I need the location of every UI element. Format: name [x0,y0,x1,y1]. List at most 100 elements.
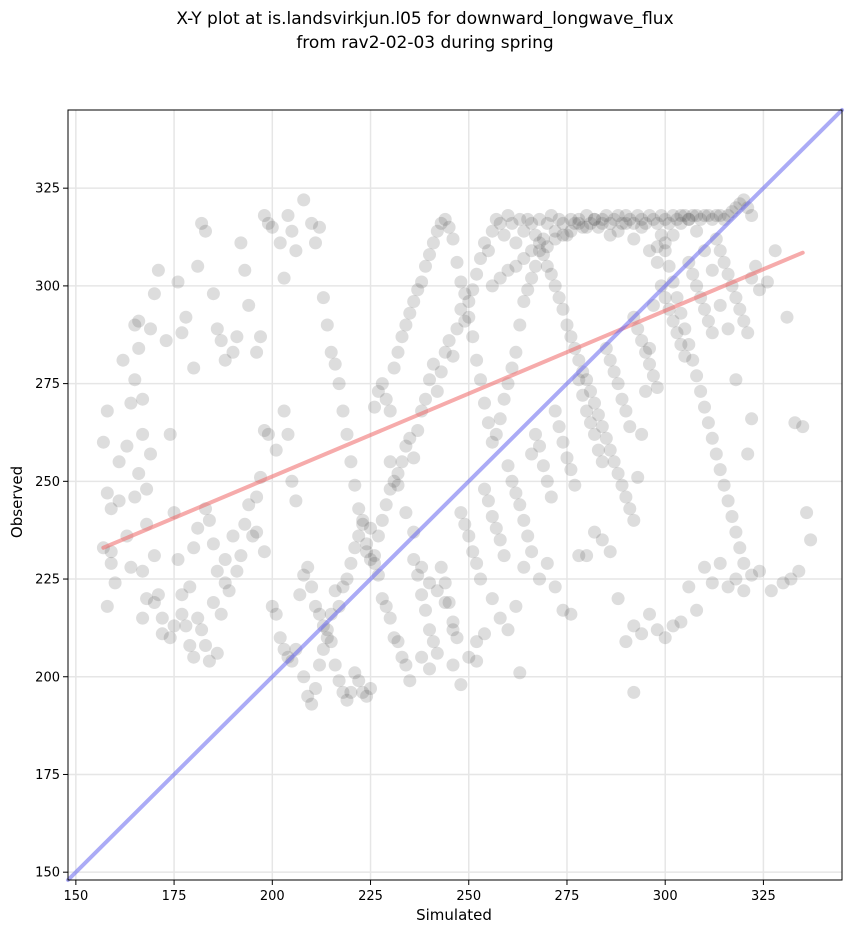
scatter-point [446,615,460,629]
scatter-point [713,298,727,312]
scatter-point [242,298,256,312]
scatter-point [635,427,649,441]
scatter-point [206,596,220,609]
scatter-point [497,392,511,406]
scatter-point [509,259,523,273]
scatter-point [360,689,374,703]
scatter-point [670,326,684,340]
scatter-point [124,560,138,574]
scatter-point [481,494,495,508]
scatter-point [485,510,499,523]
scatter-point [497,549,511,563]
scatter-point [470,267,484,281]
scatter-point [690,369,704,383]
scatter-point [599,431,613,445]
scatter-point [222,584,236,598]
scatter-point [399,439,413,453]
chart-title-line-1: X-Y plot at is.landsvirkjun.l05 for down… [176,9,673,29]
scatter-point [289,494,303,508]
scatter-point [348,541,362,555]
scatter-point [631,470,645,484]
scatter-point [690,603,704,617]
scatter-point [434,560,448,574]
scatter-point [419,392,432,406]
scatter-point [705,326,719,340]
scatter-point [485,435,499,449]
scatter-point [395,455,409,469]
scatter-point [804,533,818,547]
scatter-point [265,220,279,234]
scatter-point [328,658,342,672]
scatter-point [273,236,287,250]
scatter-point [556,302,570,316]
scatter-point [336,685,350,699]
scatter-point [387,361,401,375]
scatter-point [454,302,468,316]
scatter-point [556,603,570,617]
scatter-point [544,490,558,504]
scatter-point [698,400,711,414]
scatter-point [489,521,503,535]
scatter-point [297,193,311,207]
scatter-point [415,275,429,289]
scatter-point [214,334,228,348]
scatter-point [643,607,656,621]
scatter-point [745,209,759,222]
scatter-point [387,474,401,488]
scatter-point [690,209,704,222]
x-tick-label: 275 [555,889,580,904]
scatter-point [548,404,562,418]
scatter-point [430,646,444,660]
scatter-point [305,580,319,594]
scatter-point [446,232,460,246]
scatter-point [658,212,672,226]
scatter-point [485,279,499,293]
scatter-point [277,404,291,418]
scatter-point [627,232,641,246]
scatter-point [737,556,751,570]
scatter-point [568,216,582,230]
scatter-point [352,674,366,688]
scatter-point [352,529,366,543]
scatter-point [438,596,452,609]
scatter-point [344,556,358,570]
scatter-point [191,611,205,625]
scatter-point [670,212,684,226]
scatter-point [615,478,629,492]
scatter-point [313,220,326,234]
scatter-point [556,435,570,449]
scatter-point [694,212,708,226]
scatter-point [501,459,515,473]
scatter-point [650,240,664,254]
scatter-point [725,510,739,523]
scatter-point [238,263,252,277]
scatter-point [517,560,531,574]
scatter-point [548,279,562,293]
scatter-point [230,564,244,578]
scatter-point [474,572,487,586]
scatter-point [470,654,484,668]
scatter-point [548,580,562,594]
scatter-point [552,420,566,434]
scatter-point [415,650,429,664]
scatter-point [662,216,676,230]
scatter-point [721,267,735,281]
scatter-point [509,345,523,359]
scatter-point [540,556,554,570]
scatter-point [285,474,299,488]
scatter-point [147,596,161,609]
scatter-point [721,322,735,336]
scatter-point [206,537,220,551]
scatter-point [356,513,370,527]
scatter-point [493,611,507,625]
scatter-point [348,666,362,680]
scatter-point [301,560,315,574]
scatter-point [635,627,649,641]
scatter-point [446,658,460,672]
x-tick-label: 175 [162,889,187,904]
scatter-point [301,689,315,703]
plot-frame [67,109,843,881]
scatter-point [521,529,535,543]
scatter-point [403,431,417,445]
scatter-point [674,306,688,320]
